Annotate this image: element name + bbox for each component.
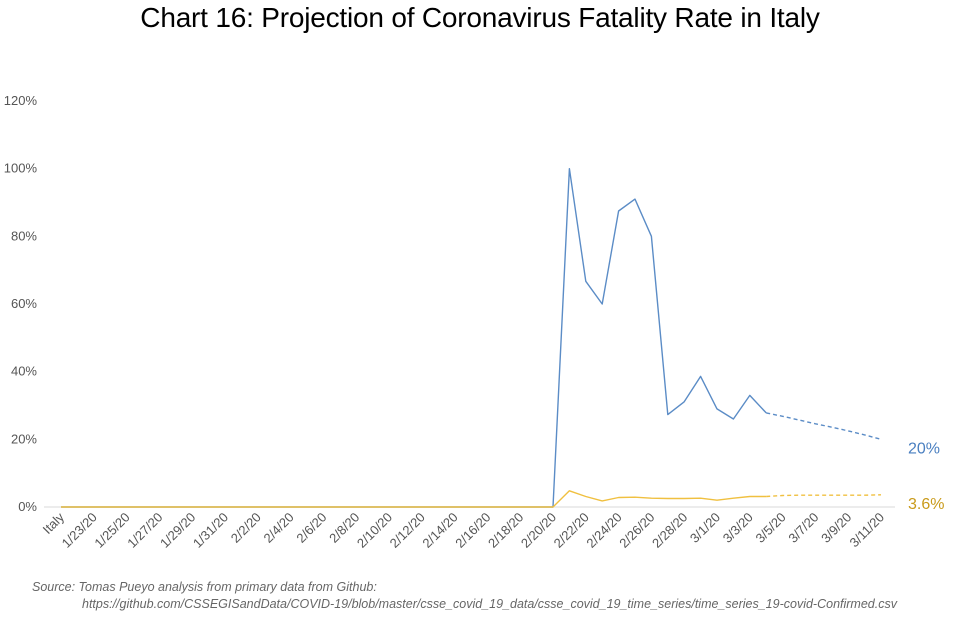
x-tick-label: 1/27/20 — [124, 510, 165, 551]
x-tick-label: 2/20/20 — [518, 510, 559, 551]
end-labels: 20% 3.6% — [908, 440, 944, 512]
y-tick-label: 40% — [11, 364, 37, 379]
x-tick-label: 2/22/20 — [551, 510, 592, 551]
y-tick-label: 20% — [11, 431, 37, 446]
x-tick-label: 1/23/20 — [59, 510, 100, 551]
x-tick-label: 3/5/20 — [753, 510, 789, 546]
x-tick-label: 1/29/20 — [157, 510, 198, 551]
y-tick-label: 120% — [4, 93, 38, 108]
x-tick-label: 2/12/20 — [387, 510, 428, 551]
series-projection-line-0 — [766, 412, 882, 440]
y-axis-ticks: 0% 20% 40% 60% 80% 100% 120% — [4, 93, 38, 514]
series-projection-line-1 — [766, 494, 882, 498]
series-line-0 — [61, 168, 767, 508]
x-tick-label: 2/24/20 — [583, 510, 624, 551]
series-end-label-1: 3.6% — [908, 496, 944, 513]
x-tick-label: 2/2/20 — [228, 510, 264, 546]
x-tick-label: 1/25/20 — [91, 510, 132, 551]
series-layer — [61, 168, 882, 508]
source-line-2: https://github.com/CSSEGISandData/COVID-… — [82, 597, 897, 611]
x-tick-label: 3/7/20 — [785, 510, 821, 546]
x-axis-ticks: Italy1/23/201/25/201/27/201/29/201/31/20… — [40, 509, 887, 551]
x-tick-label: 2/4/20 — [261, 510, 297, 546]
series-end-label-0: 20% — [908, 440, 940, 457]
x-tick-label: 2/28/20 — [649, 510, 690, 551]
x-tick-label: 1/31/20 — [190, 510, 231, 551]
source-note: Source: Tomas Pueyo analysis from primar… — [32, 579, 897, 613]
y-tick-label: 80% — [11, 228, 37, 243]
x-tick-label: 3/1/20 — [687, 510, 723, 546]
series-line-1 — [61, 490, 767, 508]
y-tick-label: 100% — [4, 161, 38, 176]
x-tick-label: 2/14/20 — [419, 510, 460, 551]
x-tick-label: 2/26/20 — [616, 510, 657, 551]
source-line-1: Source: Tomas Pueyo analysis from primar… — [32, 580, 377, 594]
x-tick-label: 3/11/20 — [847, 510, 888, 551]
x-tick-label: 2/6/20 — [293, 510, 329, 546]
y-tick-label: 60% — [11, 296, 37, 311]
x-tick-label: 2/18/20 — [485, 510, 526, 551]
x-tick-label: Italy — [40, 509, 68, 537]
x-tick-label: 3/3/20 — [720, 510, 756, 546]
y-tick-label: 0% — [18, 499, 37, 514]
x-tick-label: 2/10/20 — [354, 510, 395, 551]
chart-title: Chart 16: Projection of Coronavirus Fata… — [140, 2, 820, 33]
x-tick-label: 2/16/20 — [452, 510, 493, 551]
